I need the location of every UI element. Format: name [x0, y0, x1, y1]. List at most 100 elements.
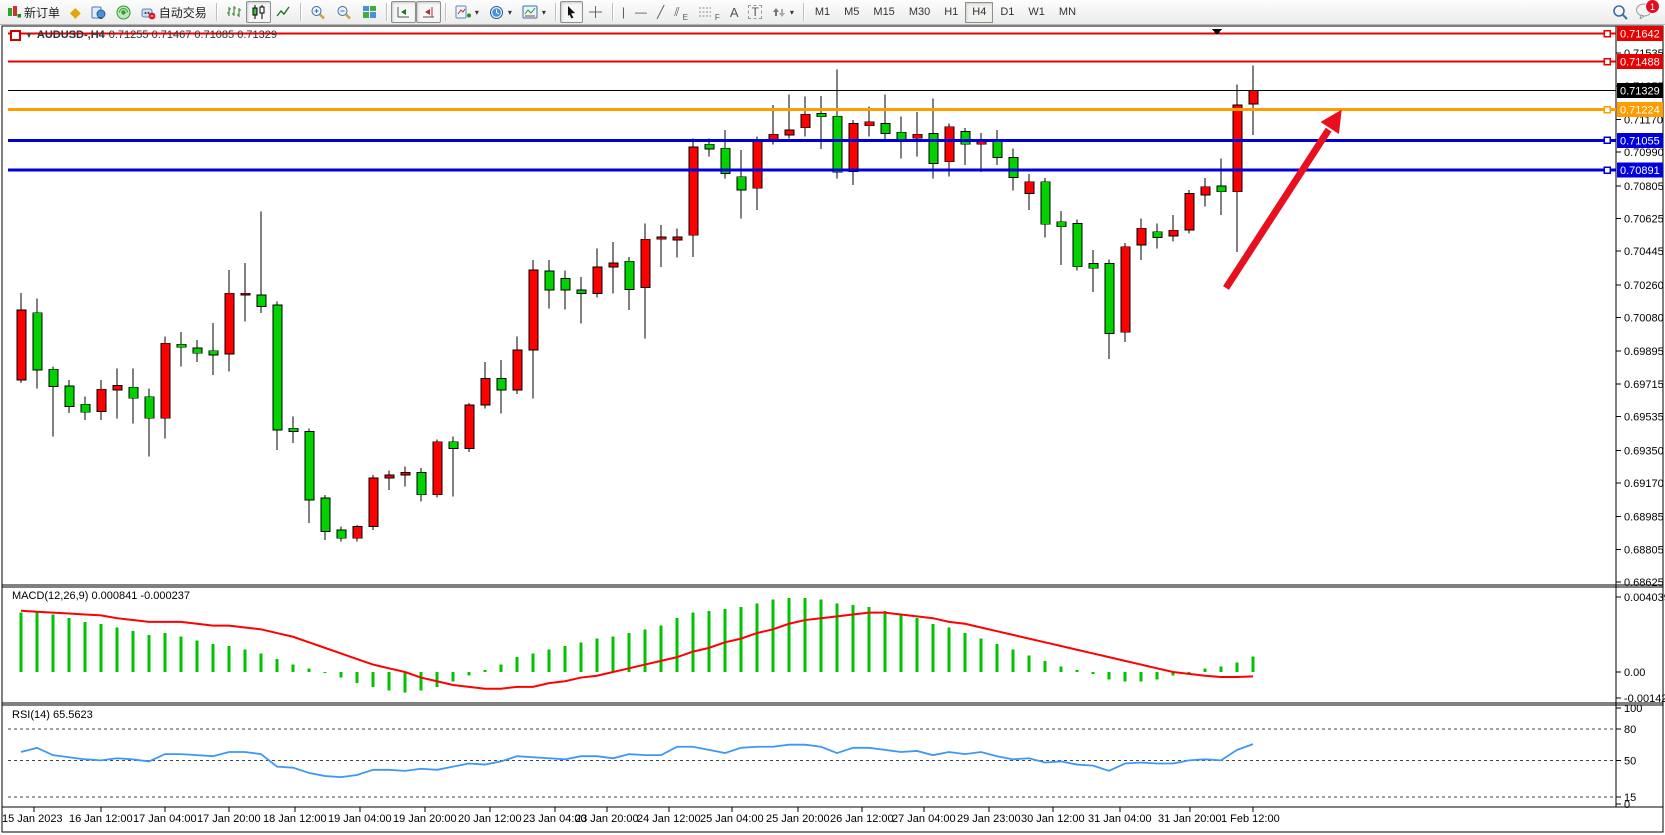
- macd-histogram-bar: [323, 672, 327, 673]
- search-icon[interactable]: [1612, 4, 1629, 21]
- rsi-axis-label: 15: [1624, 792, 1636, 804]
- trendline-tool-button[interactable]: ╱: [652, 1, 669, 23]
- timeframe-button-d1[interactable]: D1: [1000, 6, 1015, 18]
- bull-candle: [1232, 104, 1243, 193]
- bear-candle: [272, 304, 283, 431]
- text-label-tool-button[interactable]: T: [743, 1, 766, 23]
- timeframe-button-m15[interactable]: M15: [873, 6, 895, 18]
- macd-histogram-bar: [883, 610, 887, 672]
- zoom-in-icon: [311, 5, 325, 19]
- bull-candle: [608, 262, 619, 268]
- time-tick-label: 16 Jan 12:00: [69, 813, 133, 825]
- price-tick-label: 0.68625: [1624, 577, 1664, 589]
- bull-candle: [240, 292, 251, 296]
- rsi-axis-label: 0: [1624, 799, 1630, 811]
- price-badge: [1617, 132, 1663, 148]
- new-order-button[interactable]: 新订单: [2, 1, 65, 23]
- price-tick-label: 0.70805: [1624, 181, 1664, 193]
- bull-candle: [96, 388, 107, 412]
- bear-candle: [64, 385, 75, 407]
- crosshair-tool-button[interactable]: [583, 1, 608, 23]
- bull-candle: [1248, 90, 1259, 105]
- hline-handle[interactable]: [1603, 166, 1611, 174]
- macd-histogram-bar: [1043, 660, 1047, 672]
- hline-handle[interactable]: [1603, 105, 1611, 114]
- chart-shift-button[interactable]: [415, 1, 441, 23]
- bull-candle: [1024, 181, 1035, 194]
- new-order-icon: [8, 6, 21, 18]
- collapse-triangle-icon[interactable]: ▼: [25, 30, 33, 40]
- price-badge: [1617, 83, 1663, 99]
- bear-candle: [128, 386, 139, 399]
- vertical-line-tool-button[interactable]: |: [617, 1, 630, 23]
- price-tick-label: 0.70445: [1624, 246, 1664, 258]
- hline-handle[interactable]: [1603, 29, 1611, 38]
- timeframe-button-mn[interactable]: MN: [1058, 6, 1077, 18]
- price-tick-label: 0.70260: [1624, 280, 1664, 292]
- bar-chart-mode-button[interactable]: [221, 1, 246, 23]
- macd-histogram-bar: [1139, 672, 1143, 682]
- horizontal-line-tool-button[interactable]: —: [630, 1, 652, 23]
- cursor-icon: [567, 6, 575, 19]
- clock-icon: [489, 5, 503, 19]
- timeframe-button-m5[interactable]: M5: [844, 6, 860, 18]
- auto-scroll-button[interactable]: [390, 1, 416, 23]
- bear-candle: [1216, 185, 1227, 193]
- bear-candle: [832, 115, 843, 173]
- notifications-button[interactable]: 1: [1635, 0, 1660, 21]
- price-tick-label: 0.68805: [1624, 544, 1664, 556]
- arrows-tool-button[interactable]: ▾: [767, 1, 799, 23]
- macd-histogram-bar: [483, 670, 487, 672]
- data-window-button[interactable]: [86, 1, 111, 23]
- timeframe-button-h4[interactable]: H4: [965, 1, 994, 23]
- timeframe-button-w1[interactable]: W1: [1028, 6, 1045, 18]
- toolbar-separator: [611, 3, 613, 21]
- zoom-in-button[interactable]: [305, 1, 331, 23]
- macd-histogram-bar: [307, 668, 311, 672]
- bull-candle: [384, 474, 395, 479]
- chart-markers: [1212, 29, 1222, 35]
- chart-template-button[interactable]: ▾: [517, 1, 551, 23]
- hline-handle[interactable]: [1603, 136, 1611, 145]
- auto-trading-button[interactable]: 自动交易: [136, 1, 212, 23]
- time-tick-label: 17 Jan 04:00: [133, 813, 197, 825]
- bull-candle: [592, 266, 603, 294]
- channel-tool-button[interactable]: ⫽ E: [669, 1, 693, 23]
- macd-histogram-bar: [851, 605, 855, 672]
- hline-handle[interactable]: [1603, 57, 1611, 66]
- line-chart-mode-button[interactable]: [271, 1, 296, 23]
- channel-icon: ⫽: [674, 5, 680, 19]
- timeframe-button-m1[interactable]: M1: [814, 6, 831, 18]
- navigator-button[interactable]: [111, 1, 136, 23]
- price-badge: [1617, 26, 1663, 42]
- toolbar-separator: [554, 3, 556, 21]
- tile-windows-button[interactable]: [357, 1, 382, 23]
- macd-histogram-bar: [179, 636, 183, 672]
- zoom-out-button[interactable]: [331, 1, 357, 23]
- macd-histogram-bar: [1235, 662, 1239, 672]
- timeframe-button-m30[interactable]: M30: [908, 6, 931, 18]
- auto-trading-label: 自动交易: [158, 5, 207, 20]
- time-tick-label: 17 Jan 20:00: [197, 813, 261, 825]
- macd-histogram-bar: [259, 653, 263, 672]
- vertical-line-icon: |: [621, 5, 625, 19]
- dropdown-caret: ▾: [789, 7, 794, 17]
- timeframe-button-h1[interactable]: H1: [944, 6, 959, 18]
- price-badge: [1617, 54, 1663, 70]
- macd-histogram-bar: [419, 672, 423, 691]
- cursor-tool-button[interactable]: [559, 1, 583, 23]
- toolbar-separator: [802, 3, 804, 21]
- macd-histogram-bar: [819, 599, 823, 672]
- market-watch-button[interactable]: ◆: [65, 1, 86, 23]
- bear-candle: [32, 312, 43, 371]
- fibonacci-tool-button[interactable]: F: [693, 1, 725, 23]
- line-chart-icon: [276, 6, 290, 17]
- add-indicator-button[interactable]: ▾: [450, 1, 484, 23]
- timeframe-clock-button[interactable]: ▾: [484, 1, 517, 23]
- time-tick-label: 20 Jan 12:00: [458, 813, 522, 825]
- time-tick-label: 19 Jan 20:00: [393, 813, 457, 825]
- candlestick-mode-button[interactable]: [245, 1, 271, 23]
- bear-candle: [720, 147, 731, 174]
- text-tool-button[interactable]: A: [725, 1, 744, 23]
